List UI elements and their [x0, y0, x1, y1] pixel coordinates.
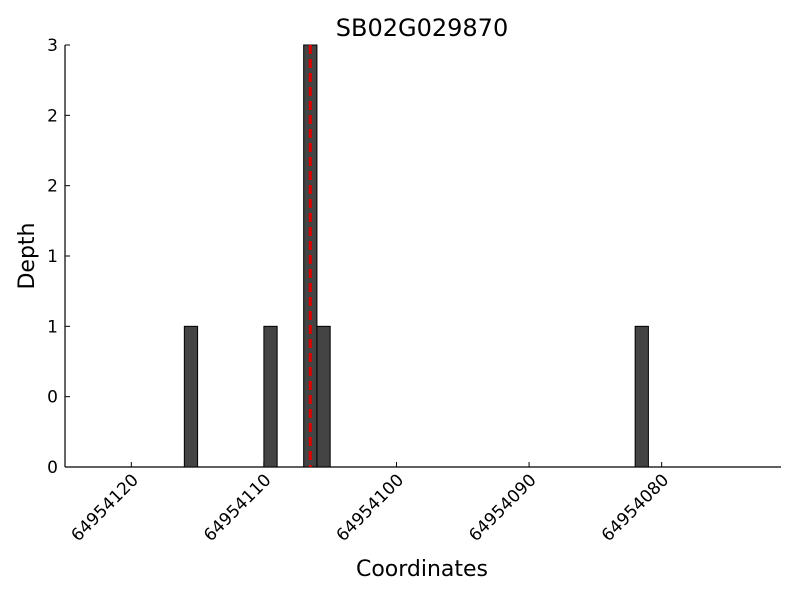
bar	[316, 325, 331, 468]
bar	[183, 325, 199, 468]
bar	[263, 325, 278, 468]
x-tick-label: 64954120	[68, 470, 143, 545]
x-tick-label: 64954090	[465, 470, 540, 545]
x-tick-label: 64954080	[598, 470, 673, 545]
x-tick-label: 64954110	[200, 470, 275, 545]
y-axis-label: Depth	[15, 222, 40, 289]
y-tick-label: 1	[47, 247, 58, 267]
y-tick-label: 1	[47, 317, 58, 337]
chart-title: SB02G029870	[336, 14, 508, 42]
y-tick-label: 0	[47, 458, 58, 478]
bar	[634, 325, 649, 468]
x-axis-label: Coordinates	[356, 557, 488, 582]
y-tick-label: 2	[47, 177, 58, 197]
y-tick-label: 3	[47, 36, 58, 56]
y-tick-label: 0	[47, 388, 58, 408]
y-tick-label: 2	[47, 106, 58, 126]
x-tick-label: 64954100	[333, 470, 408, 545]
